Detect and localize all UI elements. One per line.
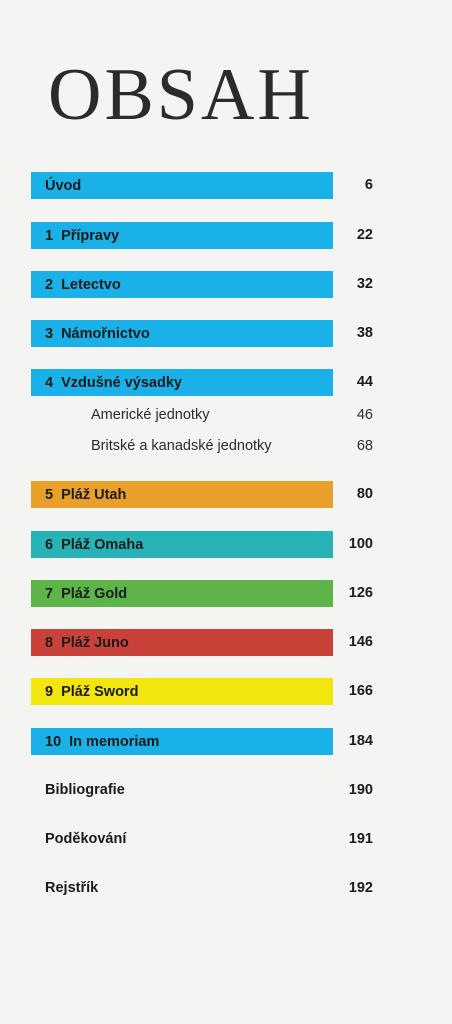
entry-page-number: 184 xyxy=(348,733,373,749)
toc-entry-chapter-1[interactable]: 1 Přípravy xyxy=(31,222,333,249)
toc-subentry-label[interactable]: Britské a kanadské jednotky xyxy=(91,438,272,454)
entry-page-number: 6 xyxy=(364,177,373,193)
toc-subentry-label[interactable]: Americké jednotky xyxy=(91,407,210,423)
entry-page-number: 100 xyxy=(348,536,373,552)
toc-subentry-page: 68 xyxy=(356,438,373,454)
toc-entry-chapter-5[interactable]: 5 Pláž Utah xyxy=(31,481,333,508)
entry-page-number: 191 xyxy=(348,831,373,847)
entry-number: 7 xyxy=(45,585,54,602)
entry-label: Pláž Juno xyxy=(61,634,129,651)
entry-label: Pláž Gold xyxy=(61,585,128,602)
toc-entry-chapter-4[interactable]: 4 Vzdušné výsadky xyxy=(31,369,333,396)
entry-page-number: 166 xyxy=(348,683,373,699)
toc-entry-bibliography[interactable]: Bibliografie xyxy=(45,782,125,798)
entry-label: Přípravy xyxy=(61,227,120,244)
entry-label: Vzdušné výsadky xyxy=(61,374,182,391)
entry-number: 3 xyxy=(45,325,54,342)
toc-entry-chapter-3[interactable]: 3 Námořnictvo xyxy=(31,320,333,347)
entry-number: 4 xyxy=(45,374,54,391)
entry-label: In memoriam xyxy=(69,733,160,750)
toc-entry-chapter-6[interactable]: 6 Pláž Omaha xyxy=(31,531,333,558)
entry-page-number: 192 xyxy=(348,880,373,896)
entry-label: Pláž Sword xyxy=(61,683,139,700)
toc-entry-index[interactable]: Rejstřík xyxy=(45,880,99,896)
entry-page-number: 190 xyxy=(348,782,373,798)
entry-page-number: 38 xyxy=(356,325,373,341)
toc-entry-chapter-8[interactable]: 8 Pláž Juno xyxy=(31,629,333,656)
entry-page-number: 80 xyxy=(356,486,373,502)
entry-number: 9 xyxy=(45,683,54,700)
entry-label: Pláž Utah xyxy=(61,486,127,503)
entry-page-number: 126 xyxy=(348,585,373,601)
entry-label: Letectvo xyxy=(61,276,121,293)
toc-entry-chapter-7[interactable]: 7 Pláž Gold xyxy=(31,580,333,607)
entry-number: 10 xyxy=(45,733,62,750)
entry-number: 8 xyxy=(45,634,54,651)
entry-page-number: 44 xyxy=(356,374,373,390)
entry-label: Námořnictvo xyxy=(61,325,150,342)
entry-page-number: 32 xyxy=(356,276,373,292)
toc-entry-uvod[interactable]: Úvod xyxy=(31,172,333,199)
entry-number: 5 xyxy=(45,486,54,503)
entry-page-number: 22 xyxy=(356,227,373,243)
entry-label: Pláž Omaha xyxy=(61,536,144,553)
toc-entry-chapter-9[interactable]: 9 Pláž Sword xyxy=(31,678,333,705)
page-title: OBSAH xyxy=(48,54,314,136)
entry-number: 2 xyxy=(45,276,54,293)
entry-page-number: 146 xyxy=(348,634,373,650)
toc-entry-chapter-10[interactable]: 10 In memoriam xyxy=(31,728,333,755)
toc-entry-acknowledgements[interactable]: Poděkování xyxy=(45,831,127,847)
entry-label: Úvod xyxy=(45,177,82,194)
toc-entry-chapter-2[interactable]: 2 Letectvo xyxy=(31,271,333,298)
entry-number: 1 xyxy=(45,227,54,244)
toc-subentry-page: 46 xyxy=(356,407,373,423)
entry-number: 6 xyxy=(45,536,54,553)
